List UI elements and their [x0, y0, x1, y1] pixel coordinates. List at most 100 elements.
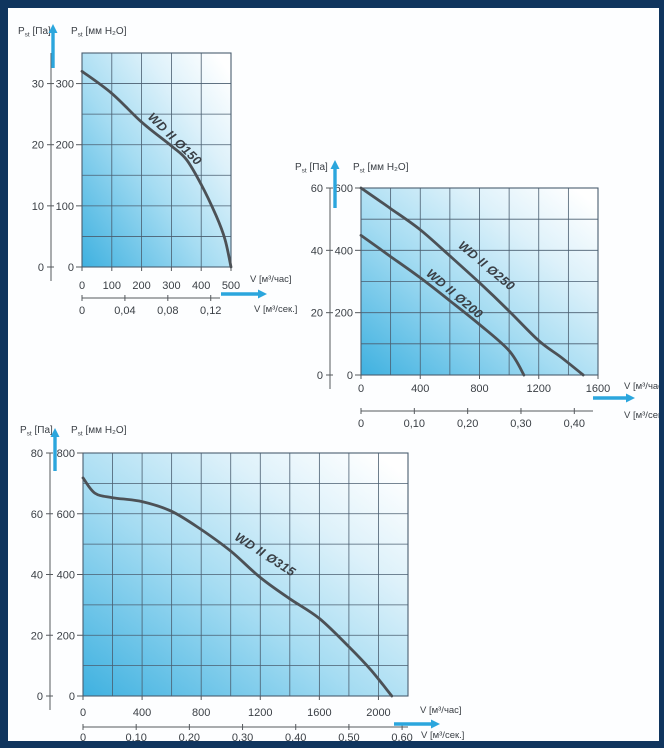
y-inner-tick-label: 100 [56, 201, 74, 213]
y-outer-tick-label: 0 [317, 370, 323, 382]
x-secondary-tick-label: 0,40 [564, 418, 585, 430]
x-primary-tick-label: 2000 [366, 707, 390, 719]
y-inner-tick-label: 0 [68, 262, 74, 274]
up-arrow-icon [50, 428, 60, 471]
right-arrow-icon [394, 719, 440, 729]
x-secondary-tick-label: 0 [80, 732, 86, 744]
y-outer-tick-label: 0 [37, 691, 43, 703]
x-secondary-tick-label: 0,30 [232, 732, 253, 744]
x-secondary-tick-label: 0,12 [200, 305, 221, 317]
x-secondary-tick-label: 0,10 [404, 418, 425, 430]
x-secondary-tick-label: 0,50 [338, 732, 359, 744]
pressure-pa-axis-label: Pst [Па] [295, 162, 328, 175]
y-outer-tick-label: 60 [31, 509, 43, 521]
flow-m3h-axis-label: V [м³/час] [420, 705, 462, 716]
y-inner-tick-label: 300 [56, 79, 74, 91]
x-primary-tick-label: 0 [79, 280, 85, 292]
right-arrow-icon [221, 289, 267, 299]
y-inner-tick-label: 600 [335, 183, 353, 195]
y-inner-tick-label: 200 [56, 140, 74, 152]
y-inner-tick-label: 200 [57, 630, 75, 642]
x-secondary-tick-label: 0 [79, 305, 85, 317]
x-primary-tick-label: 1600 [586, 383, 610, 395]
x-primary-tick-label: 0 [80, 707, 86, 719]
y-inner-tick-label: 0 [69, 691, 75, 703]
y-inner-tick-label: 600 [57, 509, 75, 521]
x-secondary-tick-label: 0,20 [457, 418, 478, 430]
y-inner-tick-label: 400 [335, 245, 353, 257]
curve-wd-ii-250 [359, 186, 585, 377]
x-axis-primary: 0 100 200 300 400 500 [79, 267, 240, 292]
x-primary-tick-label: 1200 [248, 707, 272, 719]
pressure-mmh2o-axis-label: Pst [мм H₂O] [71, 425, 127, 438]
y-outer-tick-label: 20 [311, 308, 323, 320]
x-axis-primary: 0 400 800 1200 1600 2000 [80, 696, 391, 719]
x-secondary-tick-label: 0 [358, 418, 364, 430]
y-outer-tick-label: 0 [38, 262, 44, 274]
x-primary-tick-label: 0 [358, 383, 364, 395]
x-primary-tick-label: 300 [162, 280, 180, 292]
x-secondary-tick-label: 0,60 [391, 732, 412, 744]
x-primary-tick-label: 500 [222, 280, 240, 292]
y-axis-outer: 0 20 40 60 [311, 183, 333, 389]
up-arrow-icon [330, 160, 340, 208]
right-arrow-icon [593, 393, 635, 403]
flow-m3s-axis-label: V [м³/сек.] [254, 304, 297, 315]
x-axis-secondary: 0 0,04 0,08 0,12 [79, 295, 221, 317]
x-axis-primary: 0 400 800 1200 1600 [358, 375, 610, 395]
x-primary-tick-label: 200 [132, 280, 150, 292]
x-primary-tick-label: 1200 [527, 383, 551, 395]
y-axis-outer: 0 10 20 30 [32, 53, 54, 281]
x-primary-tick-label: 400 [133, 707, 151, 719]
fan-performance-chart-wd-ii-250-200: 0 20 40 60 0 200 400 600 Pst [Па] Pst [мм H₂O] 0 40… [293, 156, 664, 446]
x-primary-tick-label: 800 [470, 383, 488, 395]
y-outer-tick-label: 40 [31, 570, 43, 582]
flow-m3h-axis-label: V [м³/час] [250, 274, 292, 285]
y-outer-tick-label: 80 [31, 448, 43, 460]
y-outer-tick-label: 20 [31, 630, 43, 642]
y-axis-inner: 0 100 200 300 [56, 79, 82, 274]
y-outer-tick-label: 30 [32, 79, 44, 91]
x-primary-tick-label: 1600 [307, 707, 331, 719]
y-axis-inner: 0 200 400 600 [335, 183, 361, 382]
flow-m3h-axis-label: V [м³/час] [624, 381, 664, 392]
x-primary-tick-label: 400 [411, 383, 429, 395]
curve-wd-ii-150 [80, 69, 233, 269]
x-secondary-tick-label: 0,04 [114, 305, 135, 317]
up-arrow-icon [48, 24, 58, 68]
x-primary-tick-label: 800 [192, 707, 210, 719]
y-inner-tick-label: 800 [57, 448, 75, 460]
pressure-pa-axis-label: Pst [Па] [18, 26, 51, 39]
y-axis-outer: 0 20 40 60 80 [31, 448, 53, 710]
y-outer-tick-label: 20 [32, 140, 44, 152]
pressure-mmh2o-axis-label: Pst [мм H₂O] [353, 162, 409, 175]
y-outer-tick-label: 60 [311, 183, 323, 195]
grid-lines [82, 53, 231, 267]
flow-m3s-axis-label: V [м³/сек.] [624, 410, 664, 421]
x-secondary-tick-label: 0,20 [179, 732, 200, 744]
y-axis-inner: 0 200 400 600 800 [57, 448, 83, 703]
curve-wd-ii-200 [359, 233, 526, 377]
fan-performance-chart-wd-ii-315: 0 20 40 60 80 0 200 400 600 800 Pst [Па] Pst [мм H₂… [16, 416, 540, 744]
grid-lines [83, 453, 408, 696]
x-primary-tick-label: 100 [103, 280, 121, 292]
x-secondary-tick-label: 0,08 [157, 305, 178, 317]
x-axis-secondary: 0 0,10 0,20 0,30 0,40 [358, 408, 593, 430]
flow-m3s-axis-label: V [м³/сек.] [421, 730, 464, 741]
y-outer-tick-label: 10 [32, 201, 44, 213]
x-secondary-tick-label: 0,30 [510, 418, 531, 430]
x-secondary-tick-label: 0,10 [125, 732, 146, 744]
y-outer-tick-label: 40 [311, 245, 323, 257]
pressure-pa-axis-label: Pst [Па] [20, 425, 53, 438]
x-secondary-tick-label: 0,40 [285, 732, 306, 744]
y-inner-tick-label: 200 [335, 308, 353, 320]
y-inner-tick-label: 400 [57, 570, 75, 582]
pressure-mmh2o-axis-label: Pst [мм H₂O] [71, 26, 127, 39]
x-axis-secondary: 0 0,10 0,20 0,30 0,40 0,50 0,60 [80, 724, 413, 744]
fan-performance-chart-wd-ii-150: 0 10 20 30 0 100 200 300 Pst [Па] Pst [мм H₂O] 0 10… [16, 16, 308, 320]
curve-wd-ii-315 [81, 476, 394, 698]
